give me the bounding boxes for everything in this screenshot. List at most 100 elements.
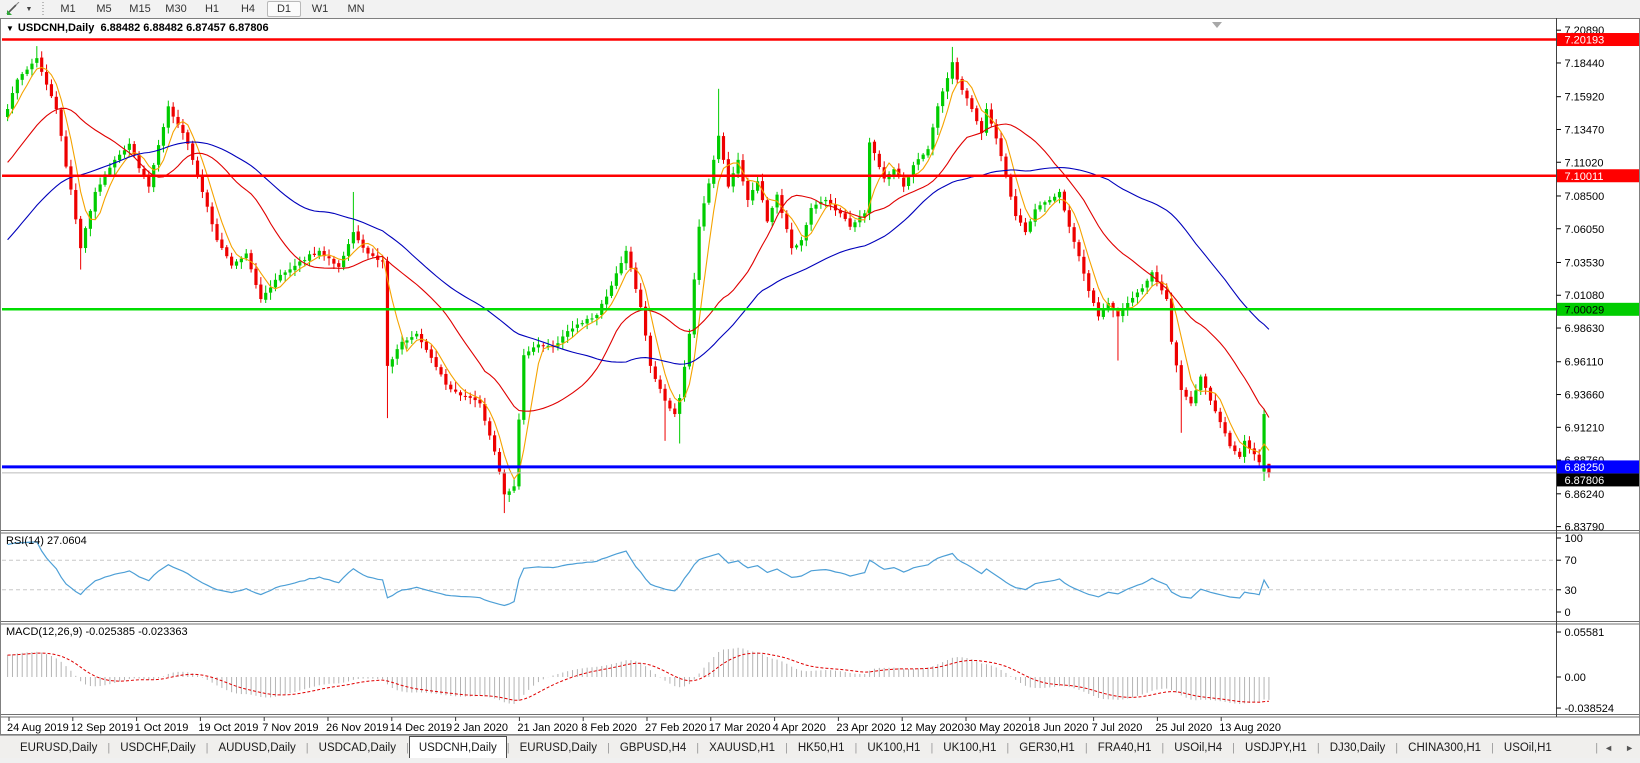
candle-body [468,396,472,398]
tab-usoil-h4[interactable]: USOil,H4 [1174,741,1223,754]
candle-body [609,285,614,296]
chart-cursor-icon[interactable] [3,1,23,17]
candle-body [444,373,448,385]
candle-body [98,184,102,192]
candle-body [765,200,769,222]
tab-scroll-left-button[interactable]: ◄ [1604,742,1614,753]
price-tick-label: 6.86240 [1565,489,1605,501]
rsi-tick-label: 30 [1565,585,1577,597]
price-tick-label: 7.11020 [1565,157,1604,169]
candle-body [1048,199,1052,203]
tab-hk50-h1[interactable]: HK50,H1 [797,741,845,754]
candle-body [1043,202,1047,205]
tab-usdchf-daily[interactable]: USDCHF,Daily [120,741,196,754]
timeframe-button-h1[interactable]: H1 [204,3,220,15]
rsi-pane[interactable] [2,541,1557,607]
candle-body [161,127,166,146]
date-label: 25 Jul 2020 [1155,722,1212,734]
candle-body [741,160,745,182]
tab-usdcnh-daily[interactable]: USDCNH,Daily [408,736,507,759]
candle-body [293,265,297,271]
candle-body [687,333,691,367]
candle-body [721,136,726,160]
candle-body [1257,454,1261,463]
candle-body [88,210,92,229]
chevron-down-icon[interactable]: ▼ [25,5,33,13]
timeframe-button-m15[interactable]: M15 [129,3,151,15]
candle-body [1130,297,1135,303]
tab-gbpusd-h4[interactable]: GBPUSD,H4 [619,741,687,754]
candle-body [366,247,370,254]
candle-body [980,121,984,134]
collapse-caret-icon[interactable]: ▼ [6,24,14,33]
tab-uk100-h1[interactable]: UK100,H1 [943,741,997,754]
candle-body [234,261,239,266]
candle-body [1072,227,1076,242]
timeframe-button-m1[interactable]: M1 [60,3,76,15]
tab-ger30-h1[interactable]: GER30,H1 [1019,741,1075,754]
candle-body [814,204,818,209]
tab-scroll-right-button[interactable]: ► [1625,742,1634,753]
candle-body [264,292,268,300]
date-label: 24 Aug 2019 [7,722,69,734]
timeframe-button-mn[interactable]: MN [347,3,365,15]
tab-china300-h1[interactable]: CHINA300,H1 [1408,741,1482,754]
price-tick-label: 7.03530 [1565,257,1605,269]
macd-pane[interactable] [7,647,1270,705]
candle-body [726,159,730,187]
tab-usoil-h1[interactable]: USOil,H1 [1503,741,1552,754]
tab-separator: | [506,741,510,754]
tab-eurusd-daily[interactable]: EURUSD,Daily [519,741,597,754]
candle-body [268,287,273,293]
candle-body [346,244,351,256]
candle-body [717,135,721,160]
candle-body [395,349,399,359]
candle-body [44,72,49,85]
tab-separator: | [606,741,610,754]
tab-xauusd-h1[interactable]: XAUUSD,H1 [709,741,775,754]
timeframe-button-w1[interactable]: W1 [311,3,329,15]
candle-body [838,210,842,214]
tab-separator: | [1316,741,1320,754]
candle-body [790,229,794,249]
price-axis[interactable]: 7.208907.184407.159207.134707.110207.085… [1556,25,1640,715]
price-tick-label: 7.18440 [1565,58,1605,70]
candle-body [259,284,263,299]
candle-body [337,263,341,267]
tab-separator: | [1161,741,1165,754]
date-label: 7 Nov 2019 [262,722,318,734]
tab-eurusd-daily[interactable]: EURUSD,Daily [20,741,98,754]
candle-body [93,191,97,212]
candle-body [643,306,648,336]
date-axis[interactable]: 24 Aug 2019 12 Sep 2019 1 Oct 2019 19 Oct 2… [7,717,1281,734]
timeframe-button-m5[interactable]: M5 [96,3,112,15]
candle-body [527,351,531,356]
tab-uk100-h1[interactable]: UK100,H1 [867,741,921,754]
candle-body [478,399,482,404]
candle-body [853,222,857,228]
chart-canvas[interactable]: 7.208907.184407.159207.134707.110207.085… [0,18,1640,735]
tab-separator: | [1491,741,1494,754]
candle-body [40,57,44,72]
candle-body [848,218,852,227]
timeframe-button-h4[interactable]: H4 [240,3,256,15]
candle-body [1194,390,1198,404]
tab-dj30-daily[interactable]: DJ30,Daily [1329,741,1386,754]
candle-body [1213,400,1217,412]
candle-body [483,403,487,421]
main-price-pane[interactable] [2,38,1557,514]
candle-body [200,175,204,192]
candle-body [1140,288,1144,292]
candle-body [390,359,394,367]
timeframe-button-d1[interactable]: D1 [267,1,301,17]
candle-body [1208,387,1213,401]
tab-fra40-h1[interactable]: FRA40,H1 [1097,741,1152,754]
tab-usdcad-daily[interactable]: USDCAD,Daily [318,741,396,754]
tab-audusd-daily[interactable]: AUDUSD,Daily [218,741,296,754]
candle-body [1116,309,1120,317]
tab-usdjpy-h1[interactable]: USDJPY,H1 [1245,741,1307,754]
candle-body [118,154,122,161]
timeframe-button-m30[interactable]: M30 [165,3,187,15]
rsi-tick-label: 0 [1565,607,1571,619]
candle-body [824,199,828,202]
